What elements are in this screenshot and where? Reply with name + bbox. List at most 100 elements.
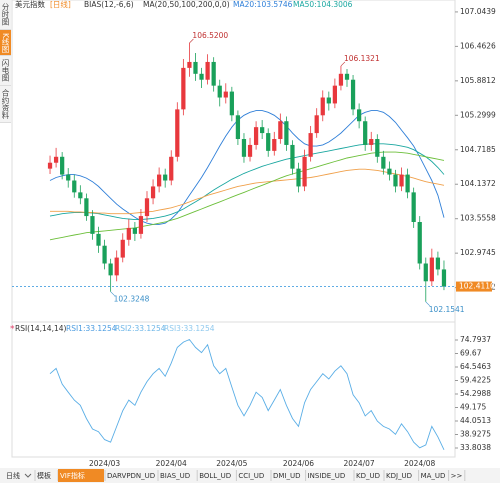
x-tick-label: 2024/05 [216, 459, 247, 468]
side-tab[interactable]: 合约资料 [0, 85, 11, 123]
candle-body [435, 257, 441, 270]
candle-body [66, 174, 71, 181]
toolbar-item[interactable]: >> [451, 472, 463, 480]
side-tab[interactable]: 闪电图 [0, 56, 11, 86]
candle-body [163, 174, 168, 181]
y-tick-label: 105.8812 [460, 76, 496, 85]
toolbar-item[interactable]: DARVPDN_UD [107, 472, 155, 480]
candle-body [229, 91, 234, 116]
candle-body [290, 144, 295, 169]
y-tick-label: 64.5463 [460, 362, 491, 371]
candle-body [60, 156, 65, 175]
ma-params: MA(20,50,100,200,0,0) [143, 0, 230, 9]
annotation-leader [189, 38, 194, 44]
y-tick-label: 105.2999 [460, 110, 496, 119]
toolbar-item[interactable]: 模板 [37, 471, 51, 480]
candle-body [284, 121, 289, 145]
candle-body [247, 144, 253, 157]
toolbar-item[interactable]: KDJ_UD [386, 472, 412, 480]
high-annotation: 106.1321 [344, 54, 380, 63]
candle-body [102, 245, 107, 264]
rsi-legend: RSI3:33.1254 [164, 324, 215, 333]
candle-body [72, 180, 77, 193]
candle-body [223, 91, 228, 98]
candle-body [96, 233, 101, 246]
toolbar-item[interactable]: MA_UD [421, 472, 446, 480]
toolbar-item[interactable]: VIF指标 [60, 471, 85, 480]
candle-body [150, 186, 156, 199]
sidebar: 分时图 K线图 闪电图 合约资料 [0, 0, 11, 140]
candle-body [344, 73, 350, 80]
y-tick-label: 104.1372 [460, 179, 496, 188]
ma-line [49, 143, 445, 221]
candle-body [314, 115, 319, 134]
candle-body [144, 198, 150, 217]
candle-body [417, 222, 422, 264]
toolbar-item[interactable]: BIAS_UD [160, 472, 190, 480]
toolbar-item[interactable]: BOLL_UD [199, 472, 231, 480]
x-tick-label: 2024/03 [89, 459, 120, 468]
candle-body [405, 174, 410, 193]
ma-line [49, 110, 445, 225]
x-tick-label: 2024/07 [344, 459, 375, 468]
candle-body [132, 227, 137, 234]
low-annotation: 102.1541 [429, 305, 465, 314]
candle-body [369, 139, 374, 145]
y-tick-label: 44.0513 [460, 416, 491, 425]
candle-body [423, 263, 428, 282]
y-tick-label: 106.4626 [460, 41, 496, 50]
y-tick-label: 69.67 [460, 348, 482, 357]
annotation-leader [425, 301, 431, 307]
rsi-legend: RSI1:33.1254 [66, 324, 117, 333]
rsi-line [49, 338, 445, 450]
toolbar-item[interactable]: KD_UD [356, 472, 380, 480]
candle-body [53, 156, 59, 163]
toolbar-item[interactable]: CCI_UD [238, 472, 264, 480]
y-tick-label: 74.7937 [460, 335, 491, 344]
candle-body [120, 239, 125, 258]
y-tick-label: 103.5558 [460, 214, 496, 223]
candle-body [278, 121, 283, 140]
last-price-label: 102.4110 [459, 282, 495, 291]
toolbar-bg [0, 468, 500, 483]
candle-body [381, 156, 386, 169]
toolbar-item[interactable]: 日线 [6, 471, 20, 480]
candle-body [326, 97, 331, 104]
y-tick-label: 59.4225 [460, 376, 491, 385]
side-tab[interactable]: K线图 [0, 29, 11, 57]
low-annotation: 102.3248 [114, 295, 150, 304]
toolbar-item[interactable]: INSIDE_UD [308, 472, 346, 480]
y-tick-label: 49.175 [460, 403, 486, 412]
annotation-leader [340, 61, 346, 67]
candle-body [363, 121, 368, 145]
x-tick-label: 2024/08 [404, 459, 435, 468]
toolbar-item[interactable]: DMI_UD [273, 472, 301, 480]
ma-line [50, 168, 445, 215]
side-tab[interactable]: 分时图 [0, 0, 11, 30]
y-tick-label: 38.9275 [460, 430, 491, 439]
candle-body [393, 174, 398, 187]
main-frame [11, 0, 456, 323]
candle-body [84, 198, 89, 217]
candle-body [253, 127, 259, 145]
ma-legend: MA50:104.3006 [293, 0, 353, 9]
candle-body [411, 192, 416, 223]
candle-body [260, 127, 265, 134]
y-tick-label: 104.7185 [460, 145, 496, 154]
candle-body [375, 139, 380, 157]
candle-body [235, 115, 241, 140]
ma-legend: MA20:103.5746 [233, 0, 293, 9]
y-tick-label: 107.0439 [460, 7, 496, 16]
candle-body [108, 263, 113, 276]
y-tick-label: 54.2988 [460, 389, 491, 398]
candle-body [199, 73, 204, 80]
candle-body [308, 133, 313, 157]
rsi-legend: RSI2:33.1254 [115, 324, 166, 333]
candle-body [272, 139, 277, 151]
candle-body [217, 85, 222, 98]
candle-body [350, 79, 356, 110]
x-tick-label: 2024/06 [283, 459, 314, 468]
candle-body [357, 109, 362, 122]
y-tick-label: 33.8038 [460, 443, 491, 452]
